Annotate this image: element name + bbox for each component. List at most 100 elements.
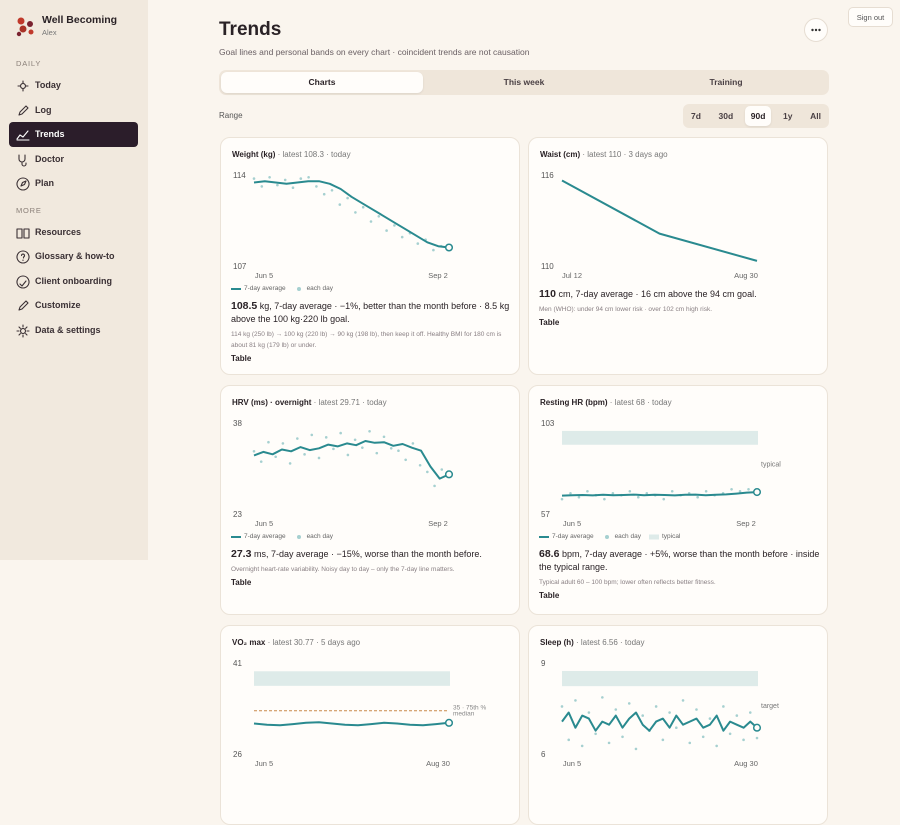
tab[interactable]: This week (503, 77, 545, 87)
x-tick-label: Jun 5 (255, 519, 273, 528)
x-tick-label: Jun 5 (255, 271, 273, 280)
daily-dot (393, 224, 396, 227)
card-title: Weight (kg) (232, 150, 276, 159)
nav-item[interactable]: Trends (0, 122, 148, 147)
latest-marker (752, 488, 762, 497)
table-link[interactable]: Table (539, 318, 560, 327)
daily-dot (260, 185, 264, 188)
daily-dot (324, 436, 328, 439)
legend-swatch (604, 535, 609, 539)
daily-dot (330, 189, 334, 192)
range-option[interactable]: 1y (783, 111, 793, 121)
daily-dot (634, 747, 638, 751)
legend: 7-day average each day (231, 531, 513, 543)
card-meta: · latest 108.3 · today (277, 150, 351, 159)
nav-label: Customize (35, 300, 81, 310)
nav-item[interactable]: Resources (0, 220, 148, 245)
table-link[interactable]: Table (231, 578, 252, 587)
card-title: Sleep (h) (540, 638, 574, 647)
summary-value: 108.5 (231, 300, 258, 312)
range-option[interactable]: 7d (691, 111, 701, 121)
sign-out-button[interactable]: Sign out (848, 7, 893, 27)
summary-text: bpm, 7-day average · +5%, worse than the… (539, 549, 820, 572)
tab[interactable]: Training (709, 77, 743, 87)
legend-label: each day (306, 285, 333, 292)
daily-dot (627, 702, 631, 705)
legend-swatch (648, 534, 659, 540)
daily-dot (704, 489, 708, 493)
daily-dot (404, 458, 407, 462)
range-option[interactable]: 90d (744, 106, 772, 126)
icon-path (16, 250, 30, 264)
nav-item[interactable]: Plan (0, 171, 148, 196)
daily-dot (382, 435, 386, 439)
icon-path (16, 227, 30, 239)
icon-path (18, 300, 29, 311)
nav-label: Doctor (35, 153, 64, 164)
legend-item: 7-day average (539, 531, 594, 543)
daily-dot (607, 741, 611, 745)
daily-dot (580, 744, 584, 748)
daily-dot (303, 453, 306, 456)
average-line (561, 179, 758, 262)
nav-item[interactable]: Doctor (0, 147, 148, 172)
nav-item[interactable]: Data & settings (0, 318, 148, 343)
nav-item[interactable]: Customize (0, 293, 148, 318)
range-option[interactable]: All (810, 111, 821, 121)
nav-icon (18, 104, 29, 116)
average-line (561, 491, 758, 497)
card-meta: · latest 29.71 · today (313, 398, 387, 407)
daily-dot (574, 699, 577, 702)
card-meta: · latest 6.56 · today (576, 638, 645, 647)
daily-dot (747, 487, 750, 491)
y-tick-label: 41 (233, 659, 242, 668)
summary: 27.3 ms, 7-day average · −15%, worse tha… (231, 548, 513, 561)
band (562, 670, 758, 687)
chart-card: Waist (cm) · latest 110 · 3 days ago 116 1… (528, 137, 828, 375)
card-body: 7-day average each day 108.5 kg, 7-day ave… (231, 283, 513, 365)
tab[interactable]: Charts (221, 72, 423, 93)
nav-item[interactable]: Glossary & how-to (0, 244, 148, 269)
daily-dot (332, 447, 335, 451)
icon-path (18, 104, 29, 116)
daily-dot (587, 711, 591, 714)
nav-item[interactable]: Today (0, 73, 148, 98)
daily-dot (695, 708, 698, 711)
legend-swatch (296, 535, 301, 539)
daily-dot (288, 462, 292, 465)
nav-icon (18, 300, 29, 311)
nav-icon (16, 323, 30, 338)
nav-label: Glossary & how-to (35, 251, 115, 261)
table-link[interactable]: Table (231, 354, 252, 363)
card-meta: · latest 110 · 3 days ago (582, 150, 668, 159)
band-label: typical (761, 462, 781, 469)
nav-item[interactable]: Log (0, 98, 148, 123)
chart-card: Sleep (h) · latest 6.56 · today 9 6 target J… (528, 625, 828, 825)
x-tick-label: Sep 2 (736, 519, 756, 528)
daily-dot (681, 699, 685, 702)
table-link[interactable]: Table (539, 591, 560, 600)
daily-dot (416, 242, 420, 245)
note: Typical adult 60 – 100 bpm; lower often … (539, 579, 716, 586)
nav-icon (16, 250, 30, 264)
daily-dot (276, 183, 279, 187)
daily-dot (654, 705, 658, 708)
card-header: Resting HR (bpm) · latest 68 · today (540, 398, 672, 407)
more-button[interactable] (804, 18, 828, 42)
card-header: Waist (cm) · latest 110 · 3 days ago (540, 150, 668, 159)
daily-dot (628, 489, 632, 493)
page-title: Trends (219, 19, 282, 40)
nav-label: Resources (35, 226, 82, 237)
daily-dot (611, 491, 615, 495)
nav: DAILY Today Log Trends Doctor Plan MORE Resourc… (0, 57, 148, 342)
nav-item[interactable]: Client onboarding (0, 269, 148, 294)
legend-item: each day (294, 283, 333, 295)
range-option[interactable]: 30d (718, 111, 734, 121)
daily-dot (569, 491, 572, 495)
icon-path (16, 130, 30, 141)
icon-path (16, 177, 30, 191)
daily-dot (252, 177, 256, 180)
legend-item: 7-day average (231, 531, 286, 543)
card-header: VO₂ max · latest 30.77 · 5 days ago (232, 638, 360, 647)
chart-card: Resting HR (bpm) · latest 68 · today 103 5… (528, 385, 828, 615)
